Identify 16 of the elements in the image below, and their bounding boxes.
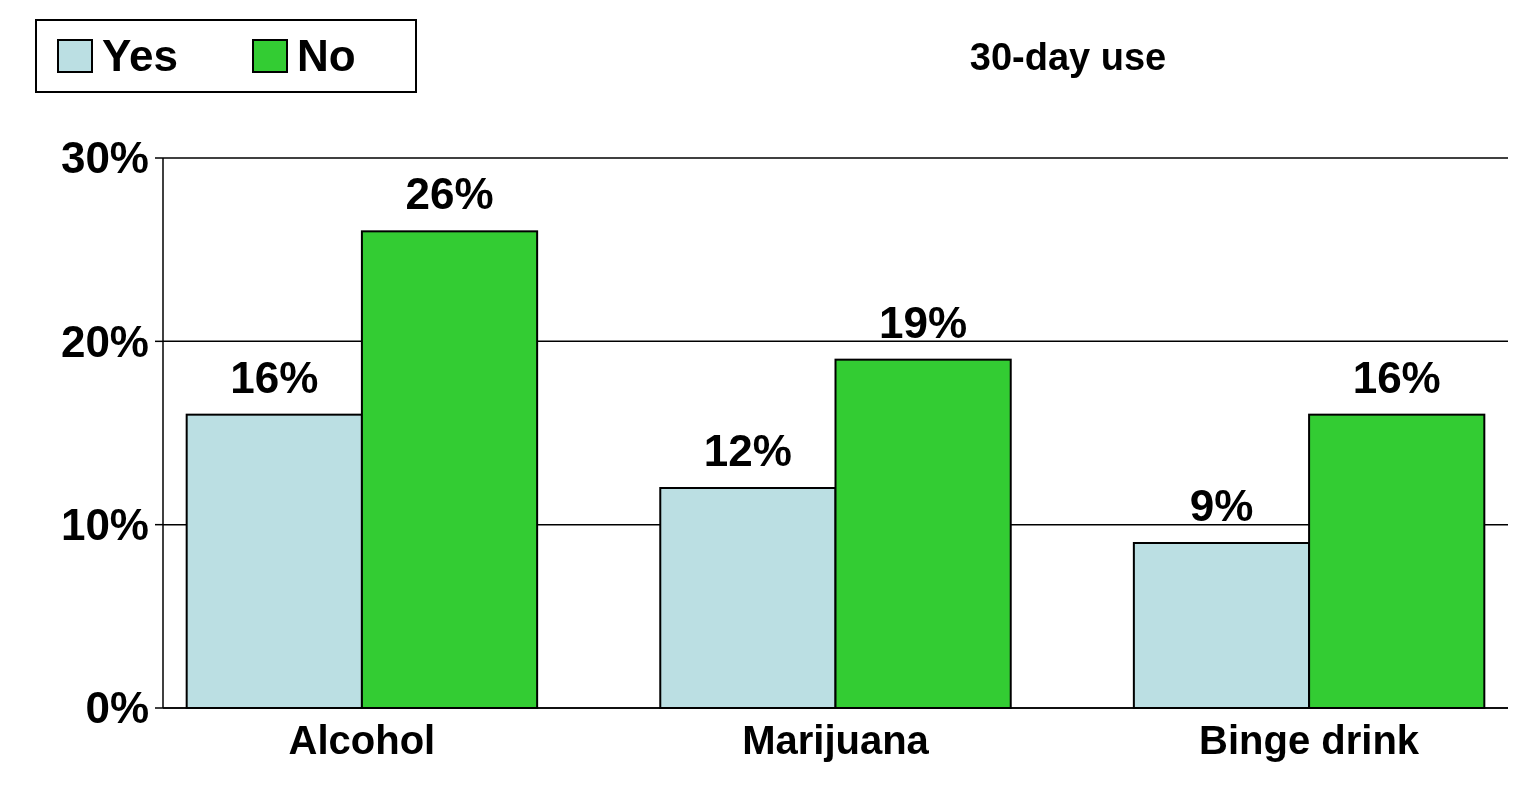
x-tick-label: Marijuana bbox=[742, 718, 930, 762]
data-label: 26% bbox=[405, 169, 494, 219]
y-tick-label: 20% bbox=[60, 316, 149, 366]
data-label: 19% bbox=[879, 297, 968, 347]
data-label: 12% bbox=[703, 426, 792, 475]
y-tick-label: 30% bbox=[60, 133, 149, 183]
chart-title: 30-day use bbox=[969, 36, 1167, 78]
x-tick-label: Binge drink bbox=[1199, 718, 1420, 762]
y-tick-label: 0% bbox=[85, 683, 149, 733]
x-tick-label: Alcohol bbox=[288, 718, 436, 762]
data-label: 16% bbox=[1352, 352, 1441, 402]
y-tick-label: 10% bbox=[60, 500, 149, 550]
legend-label: No bbox=[297, 31, 356, 81]
data-label: 16% bbox=[230, 352, 319, 402]
legend-label: Yes bbox=[102, 31, 178, 81]
data-label: 9% bbox=[1189, 481, 1254, 530]
